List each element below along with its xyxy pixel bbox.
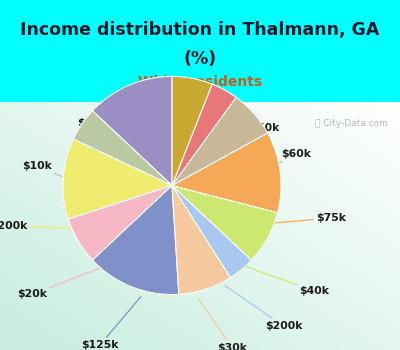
Wedge shape	[92, 76, 172, 186]
Text: $150k: $150k	[212, 123, 279, 174]
Wedge shape	[172, 133, 281, 213]
Text: $75k: $75k	[254, 213, 346, 225]
Text: $200k: $200k	[225, 286, 302, 331]
Text: $40k: $40k	[244, 266, 329, 296]
Text: Income distribution in Thalmann, GA: Income distribution in Thalmann, GA	[20, 21, 380, 39]
Text: (%): (%)	[184, 50, 216, 68]
Wedge shape	[172, 186, 252, 278]
Wedge shape	[63, 139, 172, 219]
Text: $20k: $20k	[17, 268, 101, 300]
Wedge shape	[68, 186, 172, 260]
Wedge shape	[172, 186, 278, 260]
Text: $30k: $30k	[198, 298, 247, 350]
Wedge shape	[172, 97, 268, 186]
Text: $10k: $10k	[22, 161, 104, 195]
Text: $50k: $50k	[188, 110, 229, 166]
Wedge shape	[172, 84, 236, 186]
Wedge shape	[92, 186, 179, 295]
Wedge shape	[73, 111, 172, 186]
Text: $100k: $100k	[77, 118, 138, 170]
Text: $60k: $60k	[234, 149, 311, 188]
Text: ⓘ City-Data.com: ⓘ City-Data.com	[315, 119, 388, 128]
Text: White residents: White residents	[138, 75, 262, 89]
Wedge shape	[172, 186, 230, 294]
Text: $125k: $125k	[81, 297, 141, 350]
Text: > $200k: > $200k	[0, 220, 90, 231]
Wedge shape	[172, 76, 212, 186]
